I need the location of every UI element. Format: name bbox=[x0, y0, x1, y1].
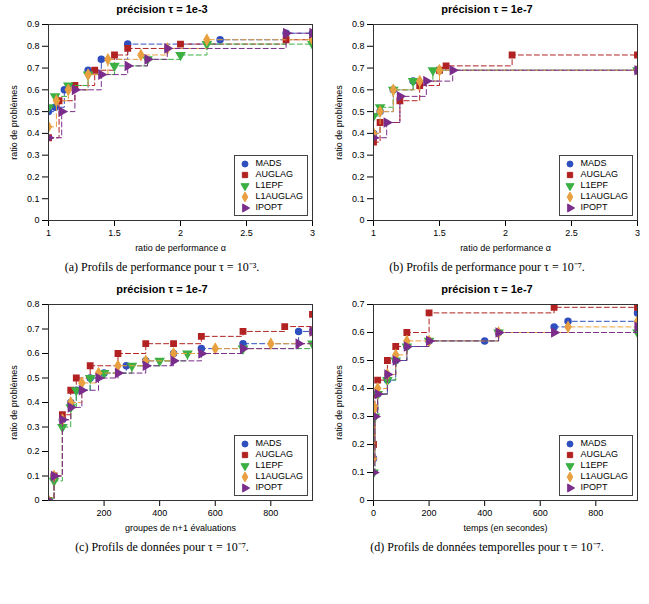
svg-text:ratio de problèmes: ratio de problèmes bbox=[9, 85, 19, 160]
html-text:AUGLAG: AUGLAG bbox=[580, 169, 618, 179]
svg-text:0: 0 bbox=[359, 215, 364, 225]
html-text:AUGLAG: AUGLAG bbox=[255, 169, 293, 179]
svg-text:1.5: 1.5 bbox=[433, 228, 446, 238]
svg-text:0.8: 0.8 bbox=[352, 41, 365, 51]
html-text:AUGLAG: AUGLAG bbox=[580, 449, 618, 459]
svg-text:0.8: 0.8 bbox=[27, 299, 40, 309]
svg-text:0.5: 0.5 bbox=[27, 373, 40, 383]
svg-text:0.1: 0.1 bbox=[27, 471, 40, 481]
html-text:AUGLAG: AUGLAG bbox=[255, 449, 293, 459]
svg-text:0.7: 0.7 bbox=[352, 299, 365, 309]
svg-text:0.8: 0.8 bbox=[27, 41, 40, 51]
svg-text:1: 1 bbox=[371, 228, 376, 238]
svg-text:800: 800 bbox=[263, 508, 278, 518]
svg-text:200: 200 bbox=[97, 508, 112, 518]
svg-text:0.1: 0.1 bbox=[352, 467, 365, 477]
svg-text:ratio de performance α: ratio de performance α bbox=[460, 243, 551, 253]
svg-text:0.5: 0.5 bbox=[27, 106, 40, 116]
html-text:L1EPF: L1EPF bbox=[255, 180, 283, 190]
html-text:L1AUGLAG: L1AUGLAG bbox=[580, 191, 628, 201]
html-text:L1EPF: L1EPF bbox=[255, 460, 283, 470]
html-text:IPOPT: IPOPT bbox=[580, 202, 608, 212]
svg-text:0.2: 0.2 bbox=[352, 439, 365, 449]
html-text:(b) Profils de performance pou: (b) Profils de performance pour τ = 10⁻⁷… bbox=[389, 260, 585, 274]
svg-text:0.3: 0.3 bbox=[27, 150, 40, 160]
svg-text:0.7: 0.7 bbox=[27, 63, 40, 73]
svg-text:0.4: 0.4 bbox=[352, 128, 365, 138]
svg-text:ratio de problèmes: ratio de problèmes bbox=[334, 365, 344, 440]
svg-text:ratio de performance α: ratio de performance α bbox=[135, 243, 226, 253]
html-text:IPOPT: IPOPT bbox=[580, 482, 608, 492]
svg-text:0.2: 0.2 bbox=[27, 172, 40, 182]
svg-text:200: 200 bbox=[422, 508, 437, 518]
svg-text:groupes de n+1 évaluations: groupes de n+1 évaluations bbox=[125, 523, 236, 533]
html-text:MADS: MADS bbox=[580, 438, 607, 448]
svg-text:600: 600 bbox=[533, 508, 548, 518]
svg-text:400: 400 bbox=[152, 508, 167, 518]
html-text:MADS: MADS bbox=[255, 438, 282, 448]
html-text:L1AUGLAG: L1AUGLAG bbox=[255, 471, 303, 481]
svg-text:0.5: 0.5 bbox=[352, 355, 365, 365]
svg-text:0: 0 bbox=[34, 495, 39, 505]
svg-text:400: 400 bbox=[477, 508, 492, 518]
svg-text:0.1: 0.1 bbox=[352, 194, 365, 204]
html-text:IPOPT: IPOPT bbox=[255, 482, 283, 492]
svg-text:0.3: 0.3 bbox=[27, 422, 40, 432]
svg-text:0.2: 0.2 bbox=[27, 446, 40, 456]
svg-text:0.1: 0.1 bbox=[27, 194, 40, 204]
svg-text:3: 3 bbox=[635, 228, 640, 238]
svg-text:1.5: 1.5 bbox=[108, 228, 121, 238]
svg-text:800: 800 bbox=[588, 508, 603, 518]
svg-text:0.2: 0.2 bbox=[352, 172, 365, 182]
svg-text:0.4: 0.4 bbox=[27, 128, 40, 138]
svg-text:2.5: 2.5 bbox=[565, 228, 578, 238]
svg-text:0: 0 bbox=[371, 508, 376, 518]
svg-text:0.6: 0.6 bbox=[27, 85, 40, 95]
svg-text:ratio de problèmes: ratio de problèmes bbox=[334, 85, 344, 160]
svg-text:0.9: 0.9 bbox=[27, 19, 40, 29]
html-text:L1AUGLAG: L1AUGLAG bbox=[255, 191, 303, 201]
html-text:L1AUGLAG: L1AUGLAG bbox=[580, 471, 628, 481]
html-text:(a) Profils de performance pou: (a) Profils de performance pour τ = 10⁻³… bbox=[64, 260, 260, 274]
svg-text:temps (en secondes): temps (en secondes) bbox=[463, 523, 547, 533]
html-text:précision τ = 1e-7: précision τ = 1e-7 bbox=[441, 3, 533, 15]
svg-text:0.4: 0.4 bbox=[27, 397, 40, 407]
svg-text:1: 1 bbox=[46, 228, 51, 238]
svg-text:600: 600 bbox=[208, 508, 223, 518]
html-text:L1EPF: L1EPF bbox=[580, 180, 608, 190]
svg-text:0.3: 0.3 bbox=[352, 411, 365, 421]
svg-text:0.7: 0.7 bbox=[27, 324, 40, 334]
svg-text:0.5: 0.5 bbox=[352, 106, 365, 116]
html-text:(c) Profils de données pour τ: (c) Profils de données pour τ = 10⁻⁷. bbox=[75, 540, 249, 554]
svg-text:2: 2 bbox=[503, 228, 508, 238]
html-text:précision τ = 1e-7: précision τ = 1e-7 bbox=[441, 283, 533, 295]
svg-text:0.3: 0.3 bbox=[352, 150, 365, 160]
html-text:MADS: MADS bbox=[580, 158, 607, 168]
svg-text:2: 2 bbox=[178, 228, 183, 238]
svg-text:0.4: 0.4 bbox=[352, 383, 365, 393]
svg-text:3: 3 bbox=[310, 228, 315, 238]
html-text:MADS: MADS bbox=[255, 158, 282, 168]
svg-text:0.9: 0.9 bbox=[352, 19, 365, 29]
svg-text:0.6: 0.6 bbox=[352, 327, 365, 337]
html-text:L1EPF: L1EPF bbox=[580, 460, 608, 470]
html-text:précision τ = 1e-7: précision τ = 1e-7 bbox=[116, 283, 208, 295]
svg-text:0.6: 0.6 bbox=[27, 348, 40, 358]
html-text:(d) Profils de données tempore: (d) Profils de données temporelles pour … bbox=[370, 540, 604, 554]
svg-text:0: 0 bbox=[34, 215, 39, 225]
svg-text:0.6: 0.6 bbox=[352, 85, 365, 95]
html-text:précision τ = 1e-3: précision τ = 1e-3 bbox=[116, 3, 208, 15]
svg-text:2.5: 2.5 bbox=[240, 228, 253, 238]
svg-text:0: 0 bbox=[359, 495, 364, 505]
svg-text:0.7: 0.7 bbox=[352, 63, 365, 73]
html-text:IPOPT: IPOPT bbox=[255, 202, 283, 212]
svg-text:ratio de problèmes: ratio de problèmes bbox=[9, 365, 19, 440]
